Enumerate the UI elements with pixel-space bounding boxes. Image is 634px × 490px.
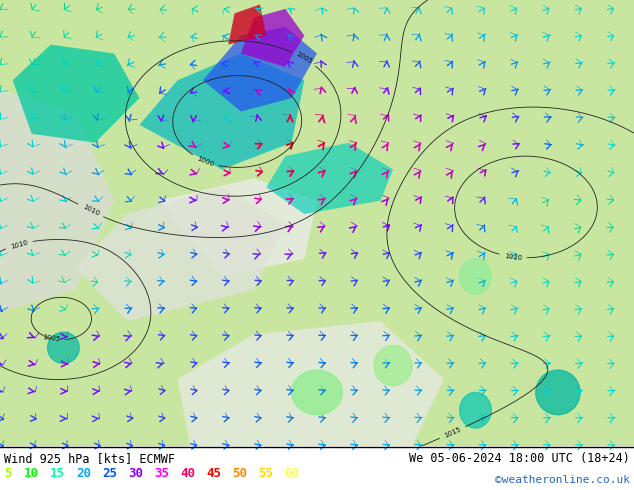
Text: 15: 15 [50, 467, 65, 481]
Text: We 05-06-2024 18:00 UTC (18+24): We 05-06-2024 18:00 UTC (18+24) [409, 452, 630, 465]
Text: 40: 40 [180, 467, 195, 481]
Text: 55: 55 [258, 467, 273, 481]
Text: 30: 30 [128, 467, 143, 481]
Text: 1010: 1010 [10, 239, 29, 250]
Text: 45: 45 [206, 467, 221, 481]
Text: 35: 35 [154, 467, 169, 481]
Polygon shape [203, 27, 317, 112]
Text: 1015: 1015 [443, 426, 462, 439]
Polygon shape [0, 89, 114, 312]
Ellipse shape [292, 370, 342, 415]
Text: 1000: 1000 [196, 155, 215, 168]
Ellipse shape [460, 392, 491, 428]
Text: 20: 20 [76, 467, 91, 481]
Polygon shape [241, 9, 304, 67]
Text: 50: 50 [232, 467, 247, 481]
Polygon shape [0, 0, 634, 446]
Text: 10: 10 [24, 467, 39, 481]
Text: 1010: 1010 [81, 204, 100, 218]
Text: ©weatheronline.co.uk: ©weatheronline.co.uk [495, 475, 630, 485]
Text: 1020: 1020 [503, 253, 522, 261]
Text: Wind 925 hPa [kts] ECMWF: Wind 925 hPa [kts] ECMWF [4, 452, 175, 465]
Text: 25: 25 [102, 467, 117, 481]
Text: 1005: 1005 [295, 51, 313, 65]
Ellipse shape [536, 370, 580, 415]
Ellipse shape [48, 332, 79, 364]
Ellipse shape [460, 259, 491, 294]
Text: 60: 60 [284, 467, 299, 481]
Polygon shape [139, 53, 304, 170]
Text: 1005: 1005 [42, 334, 60, 343]
Polygon shape [178, 321, 444, 446]
Ellipse shape [374, 345, 412, 386]
Polygon shape [76, 187, 285, 321]
Polygon shape [266, 143, 393, 214]
Text: 5: 5 [4, 467, 11, 481]
Polygon shape [158, 178, 317, 276]
Polygon shape [13, 45, 139, 143]
Polygon shape [228, 4, 266, 45]
